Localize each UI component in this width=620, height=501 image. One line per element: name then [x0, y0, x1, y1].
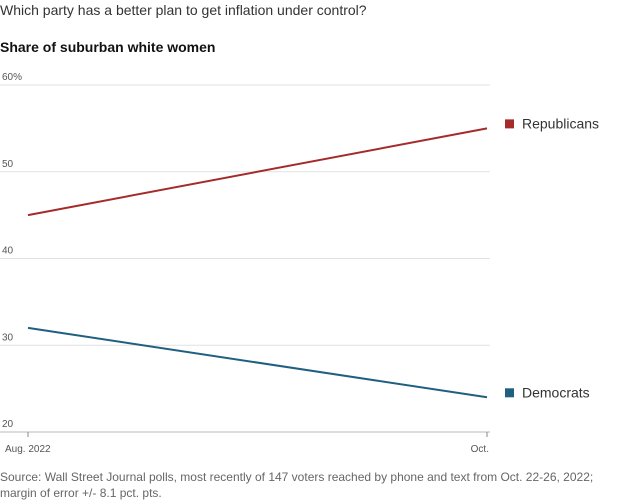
line-chart: 20 30 40 50 60% Aug. 2022 Oct. Republicans Dem… [0, 72, 599, 455]
grid-lines [0, 84, 490, 433]
legend-swatch [505, 119, 514, 129]
legend-label: Republicans [522, 115, 599, 131]
chart-subtitle: Share of suburban white women [0, 39, 216, 55]
y-tick-label: 60% [2, 72, 22, 83]
x-tick-label: Oct. [471, 444, 489, 455]
series-lines [27, 127, 488, 399]
legend: Republicans Democrats [505, 115, 599, 400]
legend-swatch [505, 388, 514, 398]
series-line-democrats [27, 326, 488, 399]
series-line-republicans [27, 127, 488, 217]
y-tick-label: 50 [2, 159, 14, 170]
chart-title: Which party has a better plan to get inf… [0, 2, 367, 18]
x-tick-label: Aug. 2022 [5, 444, 51, 455]
y-tick-label: 40 [2, 246, 14, 257]
legend-label: Democrats [522, 384, 590, 400]
y-tick-label: 20 [2, 419, 14, 430]
y-tick-label: 30 [2, 332, 14, 343]
x-axis-ticks: Aug. 2022 Oct. [5, 432, 489, 455]
y-axis-ticks: 20 30 40 50 60% [2, 72, 22, 430]
source-note: Source: Wall Street Journal polls, most … [0, 470, 594, 500]
